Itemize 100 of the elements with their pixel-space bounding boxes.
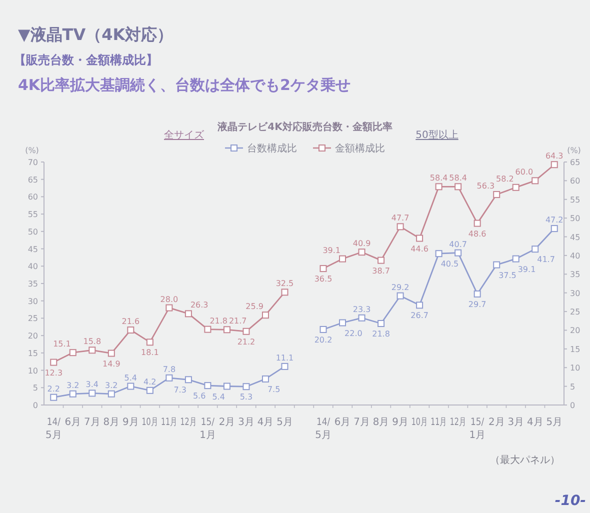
point (69, 390, 76, 398)
y2-tick-label: 15 (570, 344, 580, 354)
data-label: 2.2 (47, 384, 60, 394)
data-label: 40.9 (352, 239, 371, 248)
point (127, 326, 134, 334)
x-tick-label: 6月 (64, 416, 82, 428)
data-label: 38.7 (372, 266, 390, 276)
data-label: 47.2 (545, 216, 564, 225)
x-tick-label: 3月 (238, 416, 254, 428)
x-tick-label: 9月 (392, 416, 408, 428)
data-label: 7.3 (174, 386, 186, 395)
data-label: 7.5 (267, 384, 280, 394)
text: 4K比率拡大基調続く、台数は全体でも2ケタ乗せ (18, 76, 350, 94)
point (474, 290, 481, 298)
data-label: 47.7 (391, 214, 410, 223)
y2-tick-label: 65 (570, 158, 580, 167)
data-label: 64.3 (545, 152, 564, 161)
x-tick-label: 7月 (84, 416, 100, 428)
x-tick-label: 2月 (488, 416, 505, 428)
y-tick-label: 35 (28, 280, 38, 288)
y2-tick-label: 25 (570, 308, 580, 317)
y2-tick-label: 45 (570, 232, 580, 242)
data-label: 5.4 (212, 392, 225, 402)
x-tick-label: 10月 (142, 416, 158, 428)
data-label: 39.1 (518, 264, 536, 274)
x-tick-label: 12月 (450, 416, 466, 428)
point (242, 328, 250, 335)
point (166, 304, 173, 312)
data-label: 29.2 (391, 282, 410, 292)
point (204, 382, 212, 390)
y2-tick-label: 20 (570, 326, 580, 336)
point (184, 376, 192, 384)
y-tick-label: 15 (28, 348, 38, 358)
data-label: 21.6 (122, 317, 140, 326)
data-label: 14.9 (102, 359, 120, 368)
data-label: 56.3 (476, 182, 495, 191)
data-label: 18.1 (141, 348, 159, 358)
data-label: 4.2 (144, 377, 156, 386)
data-label: 5.4 (124, 373, 138, 382)
point (262, 312, 269, 319)
point (108, 350, 115, 357)
y-tick-label: 0 (32, 401, 38, 410)
y-tick-label: 40 (28, 262, 38, 272)
x-tick-label: 8月 (103, 416, 120, 428)
data-label: 5.6 (192, 392, 206, 401)
y-tick-label: 5 (32, 384, 38, 393)
point (454, 249, 462, 256)
data-label: 58.2 (496, 174, 514, 184)
data-label: 58.4 (449, 174, 467, 183)
x-tick-label: 15/ 1月 (469, 416, 486, 442)
y2-axis-title: (%) (567, 146, 581, 155)
data-label: 39.1 (322, 246, 341, 255)
x-tick-label: 4月 (526, 416, 544, 428)
y-tick-label: 20 (28, 332, 38, 341)
point (358, 314, 366, 322)
data-label: 26.7 (410, 311, 428, 320)
y-tick-label: 50 (28, 227, 38, 236)
data-label: 58.4 (430, 174, 448, 183)
legend-label: 台数構成比 (247, 142, 297, 154)
point (339, 319, 346, 326)
point (146, 338, 154, 346)
x-tick-label: 11月 (160, 416, 178, 428)
point (378, 320, 385, 327)
y2-tick-label: 55 (570, 195, 580, 204)
data-label: 23.3 (352, 304, 371, 314)
y-tick-label: 65 (28, 175, 38, 184)
point (242, 383, 250, 390)
x-tick-label: 2月 (218, 416, 236, 428)
point (320, 326, 327, 333)
point (223, 382, 230, 390)
data-label: 36.5 (314, 274, 332, 284)
text: -10- (554, 493, 586, 509)
x-tick-label: 15/ 1月 (200, 416, 216, 442)
point (378, 256, 385, 264)
point (454, 183, 462, 190)
y2-tick-label: 60 (570, 176, 580, 186)
y2-tick-label: 5 (570, 382, 576, 392)
data-label: 48.6 (468, 229, 486, 238)
point (493, 261, 500, 268)
y-axis-title: (%) (25, 146, 39, 155)
point (69, 349, 76, 356)
x-tick-label: 14/ 5月 (315, 416, 332, 442)
x-tick-label: 6月 (334, 416, 351, 428)
point (474, 220, 481, 227)
data-label: 20.2 (314, 335, 332, 344)
text: ▼液晶TV（4K対応） (18, 25, 174, 44)
x-tick-label: 9月 (122, 416, 139, 428)
point (435, 250, 442, 258)
point (512, 184, 520, 191)
data-label: 32.5 (276, 279, 294, 288)
data-label: 21.8 (210, 316, 228, 326)
x-tick-label: 7月 (354, 416, 370, 428)
data-label: 3.4 (86, 380, 99, 390)
point (493, 191, 500, 198)
point (532, 246, 539, 253)
data-label: 25.9 (246, 302, 264, 312)
data-label: 3.2 (105, 380, 118, 390)
point (108, 390, 115, 398)
y-tick-label: 45 (28, 244, 38, 254)
data-label: 3.2 (66, 380, 80, 390)
